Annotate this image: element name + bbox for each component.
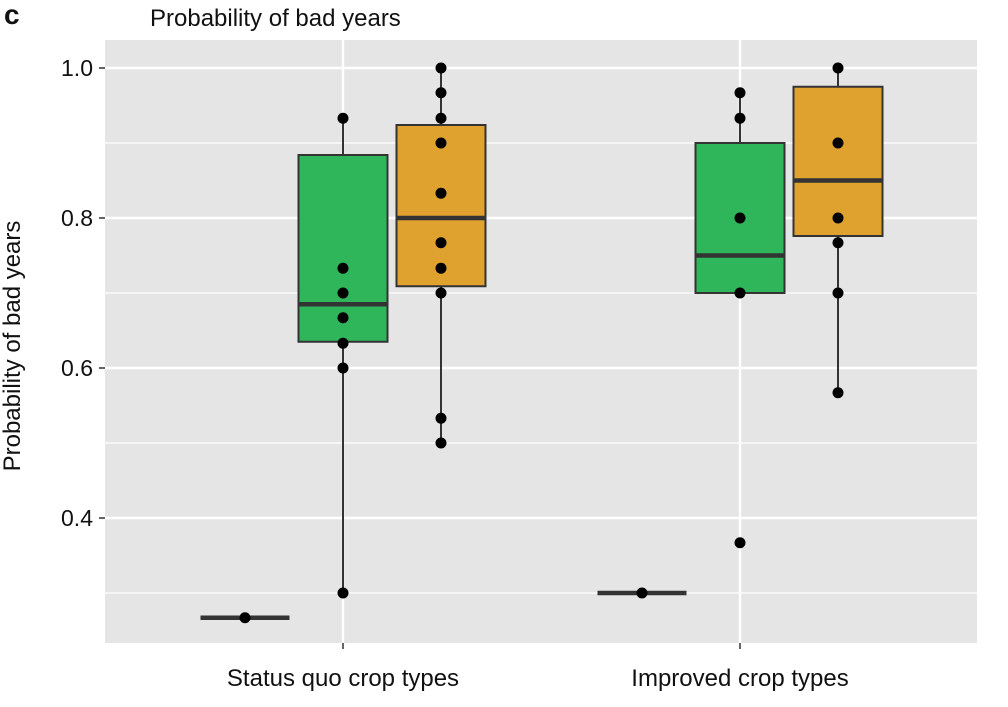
y-axis: 0.4 0.6 0.8 1.0 bbox=[61, 55, 105, 531]
data-point bbox=[734, 212, 746, 224]
x-tick-label: Status quo crop types bbox=[227, 665, 459, 692]
y-tick-label: 0.8 bbox=[61, 205, 93, 231]
data-point bbox=[435, 262, 447, 274]
data-point bbox=[435, 437, 447, 449]
data-point bbox=[337, 337, 349, 349]
box-orange bbox=[395, 124, 487, 288]
y-tick-label: 0.4 bbox=[61, 505, 93, 531]
data-point bbox=[337, 312, 349, 324]
chart-title: Probability of bad years bbox=[150, 5, 401, 32]
data-point bbox=[239, 612, 251, 624]
y-axis-label: Probability of bad years bbox=[0, 221, 26, 472]
data-point bbox=[337, 287, 349, 299]
data-point bbox=[832, 237, 844, 249]
data-point bbox=[337, 362, 349, 374]
data-point bbox=[734, 87, 746, 99]
box-orange bbox=[792, 85, 884, 237]
data-point bbox=[832, 287, 844, 299]
data-point bbox=[734, 287, 746, 299]
data-point bbox=[435, 62, 447, 74]
data-point bbox=[832, 62, 844, 74]
data-point bbox=[435, 187, 447, 199]
data-point bbox=[435, 112, 447, 124]
data-point bbox=[337, 587, 349, 599]
x-axis: Status quo crop types Improved crop types bbox=[227, 643, 849, 692]
data-point bbox=[734, 112, 746, 124]
data-point bbox=[832, 212, 844, 224]
data-point bbox=[435, 237, 447, 249]
y-tick-label: 0.6 bbox=[61, 355, 93, 381]
data-point bbox=[337, 262, 349, 274]
data-point bbox=[636, 587, 648, 599]
data-point bbox=[435, 287, 447, 299]
data-point bbox=[832, 387, 844, 399]
data-point bbox=[435, 137, 447, 149]
data-point bbox=[734, 537, 746, 549]
data-point bbox=[832, 137, 844, 149]
data-point bbox=[435, 412, 447, 424]
y-tick-label: 1.0 bbox=[61, 55, 93, 81]
panel-label: c bbox=[4, 0, 20, 30]
data-point bbox=[435, 87, 447, 99]
data-point bbox=[337, 112, 349, 124]
boxes bbox=[200, 62, 884, 624]
x-tick-label: Improved crop types bbox=[631, 665, 848, 692]
